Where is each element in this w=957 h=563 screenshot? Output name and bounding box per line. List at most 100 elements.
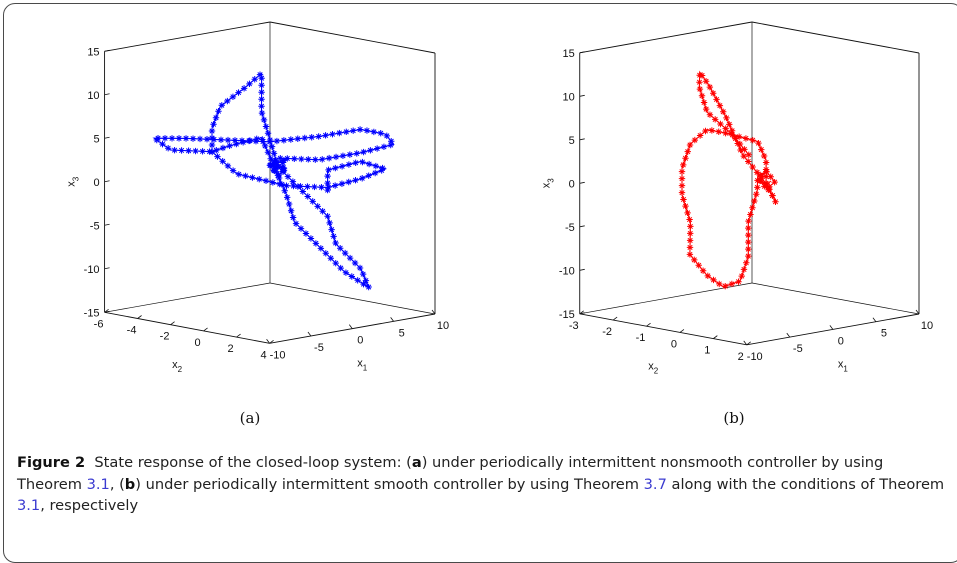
x-tick-label: 5 [881,328,887,340]
data-marker [365,283,372,291]
data-marker [696,85,704,93]
data-marker [258,109,266,117]
data-marker [737,146,744,154]
data-marker [278,181,286,188]
theorem-link-3-1-a[interactable]: 3.1 [86,475,110,493]
caption-mid: , ( [109,475,125,493]
figure-label: Figure 2 [17,454,86,471]
z-tick-label: -5 [90,220,100,232]
data-marker [753,191,760,198]
data-marker [192,147,199,155]
data-marker [283,182,290,189]
data-marker [332,153,340,161]
data-marker [745,238,752,246]
y-tick-mark [646,322,651,327]
y-tick-label: 4 [261,349,267,361]
data-marker [325,166,332,174]
z-tick-label: 10 [87,90,99,102]
data-marker [379,164,386,172]
y-tick-label: 0 [671,338,677,350]
data-marker [199,148,206,155]
z-tick-mark [579,94,585,97]
data-marker [235,171,243,178]
data-marker [305,156,312,163]
data-marker [722,129,729,137]
y-tick-label: 2 [738,351,744,363]
data-marker [280,157,288,164]
data-marker [270,150,278,157]
data-marker [678,189,686,196]
data-marker [281,187,288,195]
data-marker [700,99,708,106]
data-marker [684,209,691,217]
data-marker [686,244,694,251]
data-marker [287,207,295,214]
data-marker [722,125,729,132]
data-marker [749,137,756,144]
data-marker [763,181,770,188]
data-marker [273,137,281,145]
y-tick-label: -4 [127,324,137,336]
data-marker [343,128,350,136]
floor-edge-x [269,282,436,315]
data-marker [346,151,354,158]
data-marker [771,178,778,186]
data-marker [277,154,284,162]
data-marker [154,135,162,142]
x-tick-mark [431,309,436,315]
data-marker [258,82,265,89]
data-marker [332,164,339,172]
data-marker [249,174,256,181]
y-tick-mark [137,315,142,319]
caption-text-a: ) under periodically intermittent nonsmo… [17,454,884,493]
data-marker [307,235,315,242]
data-marker [742,135,750,142]
data-marker [264,149,272,156]
data-marker [345,161,353,168]
data-marker [720,108,727,115]
data-marker [753,169,761,176]
data-marker [740,266,748,273]
y-tick-mark [170,321,175,326]
data-marker [352,159,359,166]
theorem-link-3-7[interactable]: 3.7 [643,475,667,493]
y-tick-label: 1 [704,345,710,357]
data-marker [686,237,694,244]
data-marker [332,259,339,267]
floor-edge-front-left [579,313,747,346]
data-marker [224,162,232,170]
z-tick-label: 5 [93,133,99,145]
x-axis-label: x1 [838,358,849,373]
data-marker [751,197,758,205]
data-marker [260,116,268,124]
x-tick-mark [786,332,791,338]
z-tick-label: -10 [559,265,575,277]
data-marker [716,102,724,109]
data-marker [738,272,745,280]
data-marker [740,152,748,160]
x-tick-mark [307,331,312,337]
data-marker [388,138,395,145]
data-marker [203,136,211,143]
data-marker [246,80,253,88]
data-marker [322,132,329,139]
z-tick-label: -15 [559,309,575,321]
z-tick-label: -5 [565,222,575,234]
z-tick-label: -10 [84,264,100,276]
data-marker [698,92,706,99]
data-marker [319,156,326,163]
theorem-link-3-1-b[interactable]: 3.1 [17,497,41,514]
data-marker [226,142,233,150]
data-marker [215,108,222,115]
data-marker [285,200,293,208]
data-marker [691,256,698,264]
data-marker [261,142,269,150]
data-marker [214,153,221,160]
data-marker [755,139,762,147]
data-marker [351,259,359,267]
data-marker [769,192,776,199]
data-marker [373,145,381,152]
data-marker [763,168,770,176]
data-marker [312,156,319,163]
data-marker [290,182,297,190]
